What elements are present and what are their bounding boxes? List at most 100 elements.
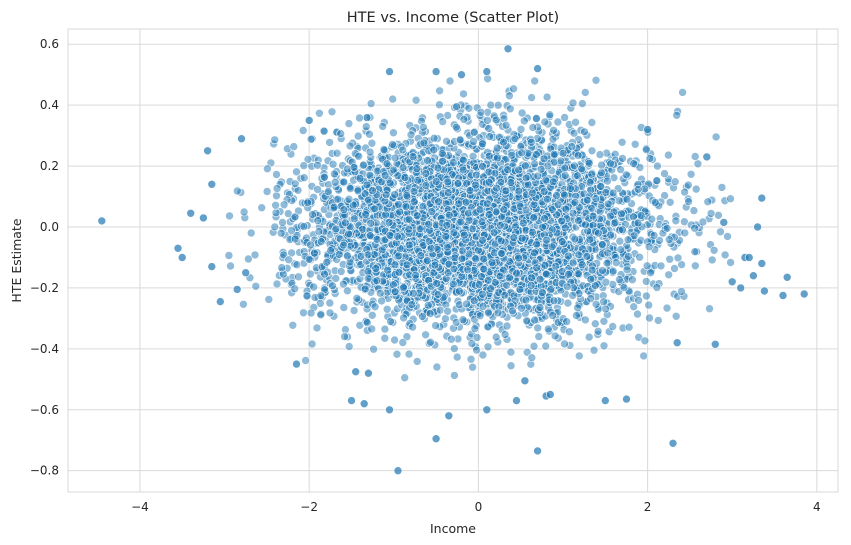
scatter-point xyxy=(392,349,402,359)
scatter-point xyxy=(312,323,322,333)
scatter-point xyxy=(378,122,388,131)
scatter-point xyxy=(581,220,590,230)
scatter-point xyxy=(601,188,611,197)
scatter-point xyxy=(541,175,551,185)
scatter-point xyxy=(385,178,395,188)
scatter-point xyxy=(306,308,316,318)
scatter-point xyxy=(636,211,646,220)
scatter-point xyxy=(469,137,478,146)
scatter-point xyxy=(653,161,662,171)
scatter-point xyxy=(570,161,579,171)
scatter-point xyxy=(690,247,700,256)
scatter-point xyxy=(315,109,324,118)
scatter-point xyxy=(371,264,381,273)
scatter-point xyxy=(591,76,601,85)
scatter-point xyxy=(478,350,488,360)
scatter-point xyxy=(426,337,435,347)
scatter-point xyxy=(633,309,642,319)
scatter-point xyxy=(377,245,387,255)
scatter-point xyxy=(521,295,531,305)
scatter-point xyxy=(345,184,355,193)
scatter-point xyxy=(670,177,680,186)
scatter-point xyxy=(272,191,281,201)
scatter-point xyxy=(421,330,430,340)
scatter-point xyxy=(365,171,375,180)
scatter-point xyxy=(472,345,481,355)
scatter-point xyxy=(611,258,621,267)
scatter-point xyxy=(500,330,510,339)
scatter-point xyxy=(622,265,632,275)
scatter-point xyxy=(665,254,675,264)
scatter-point xyxy=(617,138,627,147)
scatter-point xyxy=(388,94,398,104)
scatter-point xyxy=(549,149,559,159)
scatter-point xyxy=(618,225,627,235)
scatter-point xyxy=(640,336,650,346)
scatter-point xyxy=(585,235,595,244)
scatter-point xyxy=(290,284,300,294)
scatter-point xyxy=(726,258,735,267)
scatter-point xyxy=(328,281,337,291)
scatter-point xyxy=(435,305,445,315)
scatter-point xyxy=(495,271,505,281)
scatter-point xyxy=(474,280,484,289)
scatter-point xyxy=(502,321,512,331)
scatter-point xyxy=(327,107,337,117)
scatter-point xyxy=(437,149,447,158)
scatter-point xyxy=(365,147,375,157)
scatter-point xyxy=(457,254,467,264)
scatter-point xyxy=(562,282,572,292)
scatter-point xyxy=(597,168,606,177)
scatter-point xyxy=(350,214,359,223)
scatter-point xyxy=(634,296,643,305)
scatter-point xyxy=(404,215,414,224)
scatter-point xyxy=(641,145,651,154)
scatter-point xyxy=(319,173,329,182)
scatter-point xyxy=(680,217,689,226)
scatter-point xyxy=(519,116,529,126)
scatter-point xyxy=(326,246,335,255)
scatter-point xyxy=(390,190,400,199)
scatter-point xyxy=(623,235,633,244)
scatter-point xyxy=(635,252,644,262)
scatter-point xyxy=(309,282,319,292)
scatter-point xyxy=(570,198,580,207)
scatter-point xyxy=(598,266,607,275)
scatter-point xyxy=(673,253,683,263)
scatter-point xyxy=(530,315,540,325)
scatter-point xyxy=(449,158,458,167)
scatter-point xyxy=(573,171,582,180)
scatter-point xyxy=(598,240,607,249)
scatter-point xyxy=(464,216,474,225)
scatter-point xyxy=(320,269,329,279)
scatter-point xyxy=(390,287,400,296)
scatter-point xyxy=(599,316,609,326)
scatter-point xyxy=(492,183,501,193)
scatter-point xyxy=(680,187,689,197)
scatter-point xyxy=(624,252,633,261)
scatter-point xyxy=(226,261,235,271)
scatter-point xyxy=(421,169,431,178)
scatter-point xyxy=(443,306,452,316)
scatter-point xyxy=(369,344,378,354)
scatter-point xyxy=(399,313,408,323)
scatter-point xyxy=(331,274,341,283)
scatter-point xyxy=(499,137,508,147)
scatter-point xyxy=(239,299,248,309)
scatter-point xyxy=(319,126,329,136)
scatter-point xyxy=(703,197,713,206)
scatter-point xyxy=(662,303,672,313)
scatter-point xyxy=(560,171,570,180)
scatter-point xyxy=(574,351,584,361)
scatter-point xyxy=(452,352,462,362)
scatter-point xyxy=(458,246,467,256)
scatter-point xyxy=(707,255,717,265)
scatter-point xyxy=(363,195,373,205)
scatter-point xyxy=(573,303,582,313)
scatter-point xyxy=(526,281,536,290)
scatter-point xyxy=(379,145,389,154)
scatter-point xyxy=(419,122,428,132)
scatter-point xyxy=(548,177,558,187)
scatter-point xyxy=(452,102,461,111)
scatter-point xyxy=(372,235,382,244)
